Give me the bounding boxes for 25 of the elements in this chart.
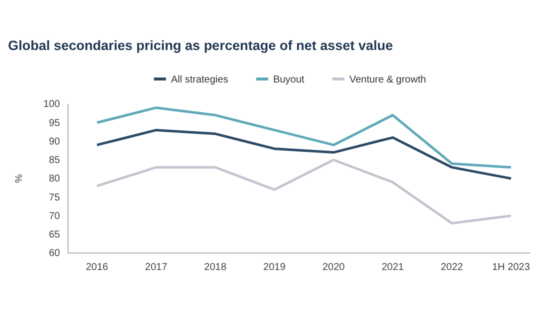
- legend-label: Venture & growth: [349, 74, 426, 86]
- chart-title: Global secondaries pricing as percentage of net asset value: [8, 38, 394, 53]
- x-tick-label: 1H 2023: [492, 262, 530, 274]
- y-tick-label: 60: [48, 248, 60, 260]
- x-tick-label: 2016: [86, 262, 109, 274]
- y-tick-label: 100: [43, 99, 60, 110]
- x-tick-label: 2021: [382, 262, 404, 274]
- line-series: [96, 106, 512, 169]
- y-axis-title: %: [14, 174, 25, 183]
- x-tick-label: 2022: [440, 262, 464, 274]
- legend-label: All strategies: [170, 74, 228, 86]
- y-tick-label: 90: [48, 136, 60, 148]
- x-tick-label: 2019: [263, 262, 286, 274]
- line-series: [96, 158, 512, 224]
- x-tick-label: 2020: [322, 262, 346, 274]
- line-series: [96, 128, 512, 180]
- y-tick-label: 80: [48, 174, 60, 185]
- y-tick-label: 65: [48, 230, 60, 241]
- x-tick-label: 2018: [204, 262, 227, 274]
- x-tick-label: 2017: [145, 262, 168, 274]
- legend-label: Buyout: [273, 74, 305, 86]
- y-tick-label: 95: [48, 118, 60, 129]
- y-tick-label: 85: [48, 155, 60, 166]
- y-tick-label: 75: [48, 192, 60, 204]
- y-tick-label: 70: [48, 210, 60, 222]
